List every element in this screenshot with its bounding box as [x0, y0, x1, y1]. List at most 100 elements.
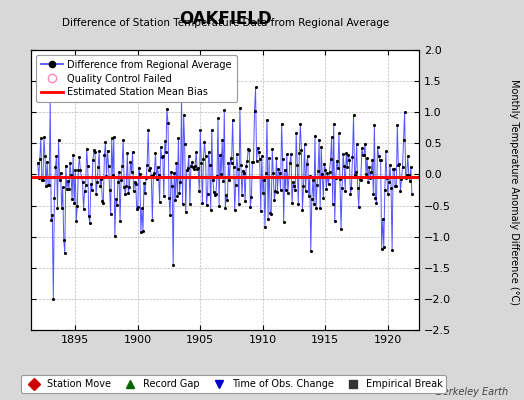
Point [265, 155, 274, 162]
Point [316, 205, 324, 212]
Point [88, 187, 96, 194]
Point [74, 166, 83, 173]
Point [293, 162, 301, 168]
Point [149, 172, 158, 178]
Point [286, 159, 294, 166]
Point [41, 153, 49, 160]
Point [374, 152, 383, 159]
Point [294, 201, 302, 208]
Point [233, 151, 241, 157]
Point [151, 150, 160, 156]
Point [297, 147, 305, 153]
Point [269, 170, 278, 176]
Point [254, 144, 262, 151]
Point [386, 162, 394, 168]
Point [256, 156, 264, 162]
Point [332, 175, 340, 181]
Point [195, 188, 203, 194]
Point [228, 117, 237, 123]
Point [155, 172, 163, 178]
Point [283, 190, 292, 196]
Point [90, 147, 98, 153]
Point [96, 182, 104, 189]
Point [402, 172, 411, 178]
Point [299, 183, 308, 189]
Point [308, 196, 316, 202]
Text: Difference of Station Temperature Data from Regional Average: Difference of Station Temperature Data f… [62, 18, 389, 28]
Point [267, 211, 276, 218]
Point [399, 136, 408, 143]
Point [394, 162, 402, 168]
Point [73, 203, 82, 209]
Point [273, 188, 281, 195]
Point [219, 178, 227, 184]
Point [211, 192, 219, 199]
Point [381, 148, 390, 154]
Point [262, 169, 270, 176]
Point [76, 167, 84, 174]
Point [329, 200, 337, 207]
Point [390, 166, 398, 172]
Point [43, 158, 51, 165]
Point [166, 212, 174, 218]
Point [351, 172, 359, 178]
Point [336, 176, 344, 182]
Point [377, 246, 386, 253]
Point [148, 217, 157, 223]
Point [369, 190, 377, 197]
Point [183, 165, 192, 172]
Point [388, 247, 396, 253]
Point [185, 200, 194, 207]
Point [39, 177, 47, 183]
Point [288, 200, 296, 206]
Point [383, 175, 391, 181]
Point [97, 176, 105, 182]
Point [146, 165, 155, 172]
Point [53, 205, 62, 211]
Point [48, 212, 57, 218]
Point [44, 182, 52, 189]
Point [159, 152, 167, 159]
Point [304, 193, 313, 200]
Point [201, 153, 210, 159]
Point [197, 160, 205, 166]
Point [225, 176, 234, 183]
Point [99, 200, 107, 206]
Point [189, 164, 197, 171]
Point [179, 111, 188, 118]
Point [204, 148, 213, 155]
Point [246, 204, 255, 210]
Point [51, 164, 60, 170]
Point [363, 155, 372, 162]
Point [346, 191, 355, 197]
Point [287, 151, 295, 157]
Point [145, 167, 154, 174]
Point [154, 164, 162, 170]
Point [208, 126, 216, 133]
Point [222, 192, 231, 198]
Point [56, 176, 64, 183]
Point [276, 187, 285, 193]
Point [120, 184, 128, 190]
Point [348, 154, 357, 160]
Point [401, 175, 410, 182]
Point [397, 176, 406, 183]
Point [367, 169, 375, 175]
Point [79, 206, 88, 213]
Point [34, 160, 42, 166]
Point [271, 188, 279, 194]
Point [285, 174, 293, 180]
Point [94, 164, 102, 170]
Point [210, 189, 218, 196]
Point [170, 170, 179, 176]
Point [66, 160, 74, 166]
Point [392, 182, 400, 189]
Point [101, 139, 110, 146]
Point [398, 164, 407, 170]
Point [103, 148, 112, 154]
Point [312, 205, 320, 212]
Point [142, 175, 150, 182]
Point [240, 170, 248, 176]
Point [385, 179, 393, 185]
Point [275, 170, 283, 176]
